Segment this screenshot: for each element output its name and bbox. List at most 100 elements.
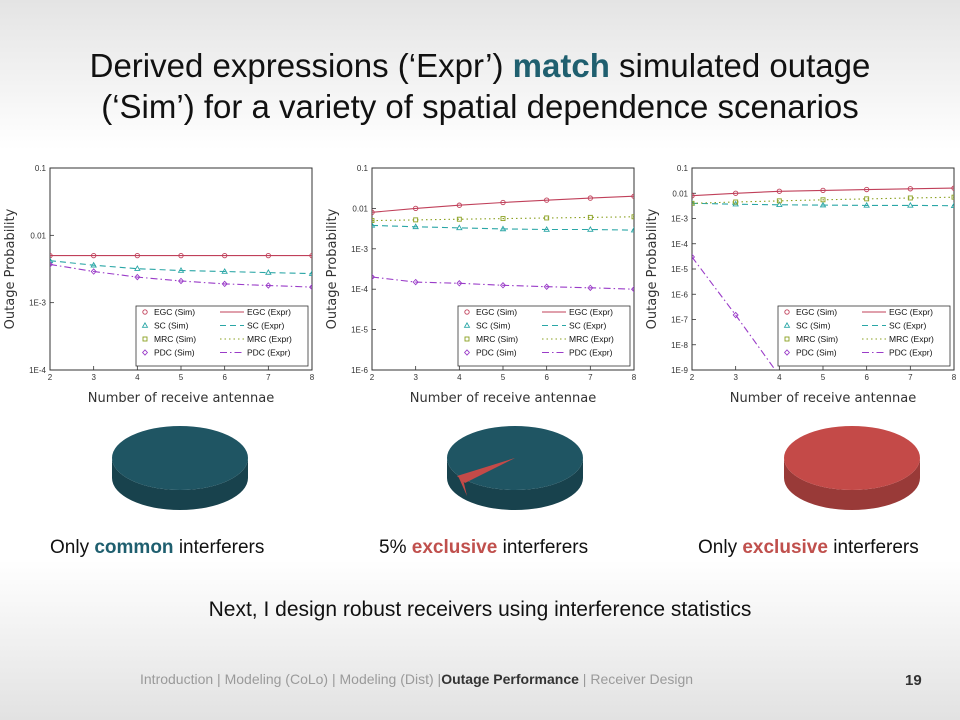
series-egc <box>372 193 634 215</box>
footer-item-modeling-colo[interactable]: Modeling (CoLo) <box>224 671 329 687</box>
legend-marker-sc <box>783 321 791 328</box>
legend-sim-sc: SC (Sim) <box>476 321 511 331</box>
x-axis-label: Number of receive antennae <box>88 391 274 406</box>
point-egc <box>50 252 53 259</box>
legend-marker-pdc <box>141 349 149 356</box>
x-tick-label: 6 <box>864 373 869 382</box>
y-tick-label: 0.01 <box>672 189 688 198</box>
point-egc <box>951 185 954 191</box>
point-sc <box>265 269 272 275</box>
legend-expr-egc: EGC (Expr) <box>569 307 613 317</box>
legend-box <box>777 305 951 367</box>
y-tick-label: 1E-3 <box>29 299 46 308</box>
point-sc <box>456 224 463 231</box>
slide-title: Derived expressions (‘Expr’) match simul… <box>0 45 960 127</box>
legend-sim-egc: EGC (Sim) <box>796 307 837 317</box>
point-sc <box>90 261 97 268</box>
pie-slice-exclusive <box>784 426 920 490</box>
x-tick-label: 8 <box>310 373 315 382</box>
footer-item-outage-performance[interactable]: Outage Performance <box>441 671 579 687</box>
point-pdc <box>587 284 594 292</box>
caption-exclusive: Only exclusive interferers <box>698 537 960 559</box>
legend-marker-mrc <box>464 336 470 342</box>
caption-highlight: exclusive <box>411 537 498 558</box>
point-sc <box>863 201 870 208</box>
point-egc <box>544 197 550 203</box>
legend-marker-pdc <box>783 349 791 356</box>
point-pdc <box>499 282 507 289</box>
pie-slice-exclusive-top <box>457 458 515 483</box>
line-pdc <box>372 276 634 290</box>
legend-expr-sc: SC (Expr) <box>569 321 606 331</box>
y-tick-label: 1E-9 <box>671 366 688 375</box>
point-pdc <box>265 282 272 289</box>
point-sc <box>587 226 594 232</box>
y-axis-label: Outage Probability <box>3 208 18 329</box>
title-line-2: (‘Sim’) for a variety of spatial depende… <box>101 88 859 125</box>
x-tick-label: 5 <box>179 373 184 382</box>
point-mrc <box>820 197 826 203</box>
footer-item-introduction[interactable]: Introduction <box>140 671 214 687</box>
series-mrc <box>692 194 954 206</box>
point-pdc <box>372 273 376 281</box>
legend-marker-sc <box>141 321 149 328</box>
point-egc <box>733 190 739 196</box>
legend-marker-egc <box>142 309 148 315</box>
series-egc <box>50 252 312 259</box>
point-mrc <box>372 218 375 224</box>
chart-svg: 1E-6 1E-5 1E-4 1E-3 0.01 0.1 2 3 4 5 6 7 8 Number of … <box>325 164 637 406</box>
footer-item-receiver-design[interactable]: Receiver Design <box>590 671 694 687</box>
y-tick-label: 1E-5 <box>351 326 368 335</box>
point-pdc <box>90 268 97 275</box>
x-tick-label: 3 <box>733 373 738 382</box>
point-egc <box>178 252 184 259</box>
point-pdc <box>134 273 141 281</box>
legend-marker-mrc <box>784 336 790 342</box>
point-mrc <box>413 217 419 223</box>
y-tick-label: 0.01 <box>352 204 368 213</box>
chart-5pct-exclusive: 1E-6 1E-5 1E-4 1E-3 0.01 0.1 2 3 4 5 6 7 8 Number of … <box>322 150 642 412</box>
series-pdc <box>692 253 776 370</box>
footer-item-modeling-dist[interactable]: Modeling (Dist) <box>339 671 434 687</box>
y-tick-label: 0.1 <box>677 164 689 173</box>
point-pdc <box>308 283 312 291</box>
series-sc <box>372 221 634 233</box>
y-tick-label: 1E-7 <box>671 316 688 325</box>
point-egc <box>587 195 593 201</box>
point-mrc <box>631 214 634 220</box>
chart-svg: 1E-4 1E-3 0.01 0.1 2 3 4 5 6 7 8 Number of receive … <box>3 164 315 406</box>
x-tick-label: 3 <box>413 373 418 382</box>
y-tick-label: 0.1 <box>357 164 369 173</box>
point-pdc <box>732 311 739 319</box>
point-egc <box>309 252 312 259</box>
point-mrc <box>456 216 462 222</box>
x-tick-label: 8 <box>952 373 957 382</box>
line-egc <box>372 195 634 213</box>
y-tick-label: 1E-4 <box>351 285 368 294</box>
point-sc <box>372 221 376 228</box>
legend-marker-pdc <box>463 349 471 356</box>
y-tick-label: 1E-3 <box>671 215 688 224</box>
pie-side <box>447 458 583 510</box>
legend-marker-egc <box>464 309 470 315</box>
line-mrc <box>692 196 954 204</box>
point-egc <box>456 202 462 208</box>
legend: EGC (Sim) EGC (Expr) SC (Sim) SC (Expr) MRC … <box>457 305 631 367</box>
pie-slice-common <box>112 426 248 490</box>
line-pdc <box>50 263 312 288</box>
legend-sim-pdc: PDC (Sim) <box>476 348 517 358</box>
point-sc <box>776 201 783 208</box>
point-sc <box>221 268 228 274</box>
pie-5pct <box>447 426 583 510</box>
series-pdc <box>372 273 634 293</box>
x-tick-label: 7 <box>588 373 593 382</box>
point-sc <box>177 267 185 273</box>
point-mrc <box>544 215 550 221</box>
point-pdc <box>50 261 54 268</box>
x-tick-label: 4 <box>777 373 782 382</box>
point-mrc <box>733 199 739 205</box>
legend-box <box>457 305 631 367</box>
series-sc <box>50 257 312 276</box>
legend-expr-sc: SC (Expr) <box>247 321 284 331</box>
legend-sim-egc: EGC (Sim) <box>476 307 517 317</box>
